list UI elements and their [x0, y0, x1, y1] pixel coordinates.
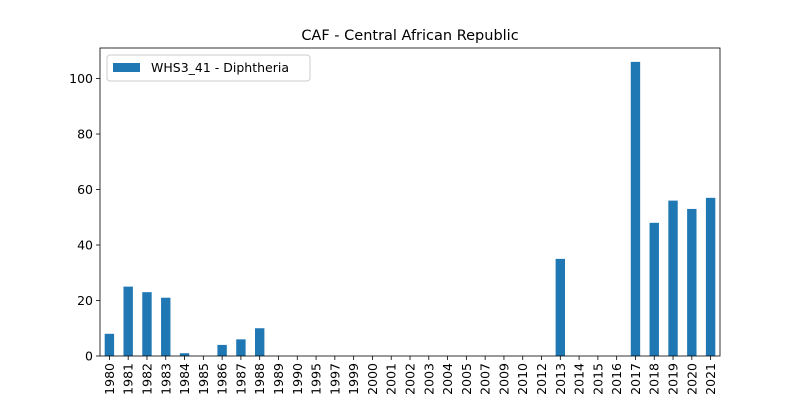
- x-tick-label: 2017: [628, 363, 643, 395]
- y-tick-label: 60: [77, 182, 93, 197]
- bar-1987: [236, 339, 246, 356]
- y-tick-label: 80: [77, 127, 93, 142]
- bar-1981: [123, 286, 133, 356]
- x-tick-label: 2014: [572, 363, 587, 395]
- x-tick-label: 1982: [139, 363, 154, 395]
- x-tick-label: 2003: [421, 363, 436, 395]
- x-tick-label: 1986: [215, 363, 230, 395]
- x-tick-label: 2000: [365, 363, 380, 395]
- x-tick-label: 1983: [158, 363, 173, 395]
- bar-2013: [555, 258, 565, 356]
- bar-1980: [104, 333, 115, 356]
- bar-2017: [630, 61, 641, 357]
- y-tick-label: 40: [77, 238, 93, 253]
- x-tick-label: 2021: [703, 363, 718, 395]
- bar-1988: [255, 328, 265, 356]
- x-tick-label: 2010: [515, 363, 530, 395]
- x-tick-label: 2001: [384, 363, 399, 395]
- x-tick-label: 1981: [121, 363, 136, 395]
- x-tick-label: 2013: [553, 363, 568, 395]
- legend-box: [106, 54, 311, 82]
- y-tick-label: 100: [69, 71, 93, 86]
- legend-swatch: [113, 63, 140, 72]
- x-tick-label: 1999: [346, 363, 361, 395]
- x-tick-label: 1980: [102, 363, 117, 395]
- y-tick-label: 0: [85, 349, 93, 364]
- x-tick-label: 1989: [271, 363, 286, 395]
- chart-title: CAF - Central African Republic: [301, 28, 518, 44]
- bar-1982: [142, 292, 152, 356]
- x-tick-label: 2015: [590, 363, 605, 395]
- x-tick-label: 1997: [327, 363, 342, 395]
- x-tick-label: 2016: [609, 363, 624, 395]
- axes-frame: [99, 47, 721, 357]
- x-tick-label: 1987: [233, 363, 248, 395]
- y-tick-label: 20: [77, 293, 93, 308]
- x-axis: 1980 1981 1982 1983 1984 1985 1986 1987 1988 1989…: [102, 356, 718, 395]
- legend-label: WHS3_41 - Diphtheria: [151, 60, 289, 75]
- bar-1986: [217, 344, 227, 356]
- x-tick-label: 2002: [403, 363, 418, 395]
- bars: [104, 61, 716, 357]
- x-tick-label: 2018: [647, 363, 662, 395]
- x-tick-label: 1988: [252, 363, 267, 395]
- bar-2021: [705, 197, 716, 356]
- x-tick-label: 2007: [478, 363, 493, 395]
- x-tick-label: 2020: [684, 363, 699, 395]
- x-tick-label: 2009: [496, 363, 511, 395]
- x-tick-label: 2019: [666, 363, 681, 395]
- x-tick-label: 1985: [196, 363, 211, 395]
- x-tick-label: 1995: [309, 363, 324, 395]
- x-tick-label: 2004: [440, 363, 455, 395]
- x-tick-label: 2005: [459, 363, 474, 395]
- axes-spines: [99, 47, 721, 357]
- bar-2019: [668, 200, 678, 356]
- bar-1984: [179, 353, 190, 356]
- x-tick-label: 2012: [534, 363, 549, 395]
- x-tick-label: 1990: [290, 363, 305, 395]
- x-tick-label: 1984: [177, 363, 192, 395]
- y-axis: 0 20 40 60 80 100: [69, 71, 100, 364]
- legend: WHS3_41 - Diphtheria: [106, 54, 311, 82]
- bar-2020: [687, 208, 697, 356]
- bar-1983: [161, 297, 171, 356]
- bar-2018: [649, 222, 659, 356]
